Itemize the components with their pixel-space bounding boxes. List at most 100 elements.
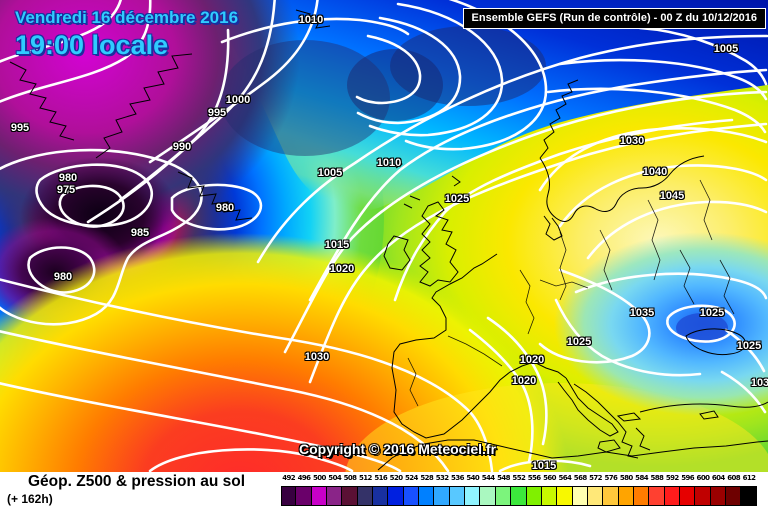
legend-color-cell <box>741 486 757 506</box>
legend-value: 568 <box>573 474 587 482</box>
legend-value: 588 <box>650 474 664 482</box>
legend-value: 556 <box>527 474 541 482</box>
legend-column: 584 <box>633 474 650 506</box>
legend-color-cell <box>281 486 297 506</box>
pressure-contours <box>0 0 768 472</box>
legend-column: 492 <box>281 474 297 506</box>
legend-value: 596 <box>681 474 695 482</box>
legend-column: 540 <box>465 474 481 506</box>
legend-value: 592 <box>665 474 679 482</box>
legend-column: 556 <box>526 474 542 506</box>
legend-color-cell <box>296 486 312 506</box>
country-borders <box>407 179 735 407</box>
legend-color-cell <box>480 486 496 506</box>
legend-value: 584 <box>635 474 648 482</box>
legend-value: 536 <box>451 474 464 482</box>
date-label: Vendredi 16 décembre 2016 <box>15 8 239 27</box>
legend-value: 560 <box>543 474 556 482</box>
legend-value: 508 <box>343 474 357 482</box>
legend-color-cell <box>495 486 512 506</box>
legend-value: 604 <box>711 474 725 482</box>
legend-column: 576 <box>603 474 619 506</box>
legend-value: 504 <box>328 474 342 482</box>
legend-column: 608 <box>725 474 742 506</box>
legend-color-cell <box>679 486 696 506</box>
legend-column: 612 <box>741 474 757 506</box>
datetime-block: Vendredi 16 décembre 2016 19:00 locale <box>15 8 238 61</box>
legend-column: 572 <box>587 474 604 506</box>
legend-color-cell <box>572 486 588 506</box>
legend-value: 600 <box>696 474 710 482</box>
legend-value: 564 <box>558 474 572 482</box>
legend-color-cell <box>311 486 328 506</box>
legend-color-cell <box>603 486 619 506</box>
geopotential-field <box>0 0 768 472</box>
legend-color-cell <box>695 486 711 506</box>
legend-column: 528 <box>419 474 435 506</box>
legend-value: 580 <box>619 474 633 482</box>
legend-color-cell <box>449 486 466 506</box>
legend-color-cell <box>710 486 726 506</box>
legend-column: 516 <box>373 474 389 506</box>
legend-column: 512 <box>357 474 374 506</box>
legend-color-cell <box>403 486 420 506</box>
legend-column: 588 <box>649 474 665 506</box>
legend-column: 552 <box>511 474 527 506</box>
legend-color-cell <box>373 486 389 506</box>
legend-value: 496 <box>297 474 311 482</box>
legend-value: 532 <box>435 474 449 482</box>
legend-column: 496 <box>296 474 312 506</box>
legend-column: 504 <box>327 474 343 506</box>
legend-color-cell <box>357 486 374 506</box>
legend-column: 508 <box>342 474 358 506</box>
map-svg <box>0 0 768 472</box>
legend-color-cell <box>633 486 650 506</box>
legend-color-cell <box>541 486 558 506</box>
coastlines <box>9 9 768 471</box>
legend-color-cell <box>526 486 542 506</box>
legend-value: 552 <box>512 474 526 482</box>
legend-column: 544 <box>480 474 496 506</box>
copyright-watermark: Copyright © 2016 Meteociel.fr <box>299 441 497 457</box>
legend-column: 568 <box>572 474 588 506</box>
legend-scale: 492 496 500 504 508 512 516 520 524 528 532 536 540 5… <box>281 474 757 506</box>
legend-color-cell <box>511 486 527 506</box>
forecast-lead-time: (+ 162h) <box>7 492 53 506</box>
legend-column: 564 <box>557 474 573 506</box>
legend-column: 580 <box>618 474 634 506</box>
legend-value: 516 <box>374 474 388 482</box>
legend-value: 500 <box>312 474 326 482</box>
legend-color-cell <box>434 486 450 506</box>
map-canvas: 1010 1005 1000 995 995 990 980 975 985 980 980 1005… <box>0 0 768 472</box>
legend-color-cell <box>557 486 573 506</box>
legend-value: 524 <box>405 474 418 482</box>
legend-color-cell <box>649 486 665 506</box>
legend-color-cell <box>587 486 604 506</box>
legend-value: 512 <box>358 474 372 482</box>
legend-color-cell <box>419 486 435 506</box>
legend-column: 592 <box>664 474 680 506</box>
legend-column: 500 <box>311 474 328 506</box>
legend-value: 576 <box>604 474 618 482</box>
legend-column: 596 <box>679 474 696 506</box>
legend-column: 604 <box>710 474 726 506</box>
legend-column: 548 <box>495 474 512 506</box>
legend-column: 560 <box>541 474 558 506</box>
legend-value: 548 <box>497 474 510 482</box>
legend-value: 572 <box>589 474 602 482</box>
legend-color-cell <box>664 486 680 506</box>
legend-value: 608 <box>727 474 741 482</box>
legend-column: 524 <box>403 474 420 506</box>
legend-column: 532 <box>434 474 450 506</box>
legend-color-cell <box>618 486 634 506</box>
legend-color-cell <box>465 486 481 506</box>
legend-value: 528 <box>420 474 434 482</box>
legend-value: 612 <box>742 474 756 482</box>
map-title: Géop. Z500 & pression au sol <box>28 473 246 490</box>
legend-column: 520 <box>388 474 404 506</box>
legend-color-cell <box>725 486 742 506</box>
time-label: 19:00 locale <box>15 30 169 60</box>
legend-value: 520 <box>389 474 403 482</box>
legend-value: 544 <box>481 474 495 482</box>
